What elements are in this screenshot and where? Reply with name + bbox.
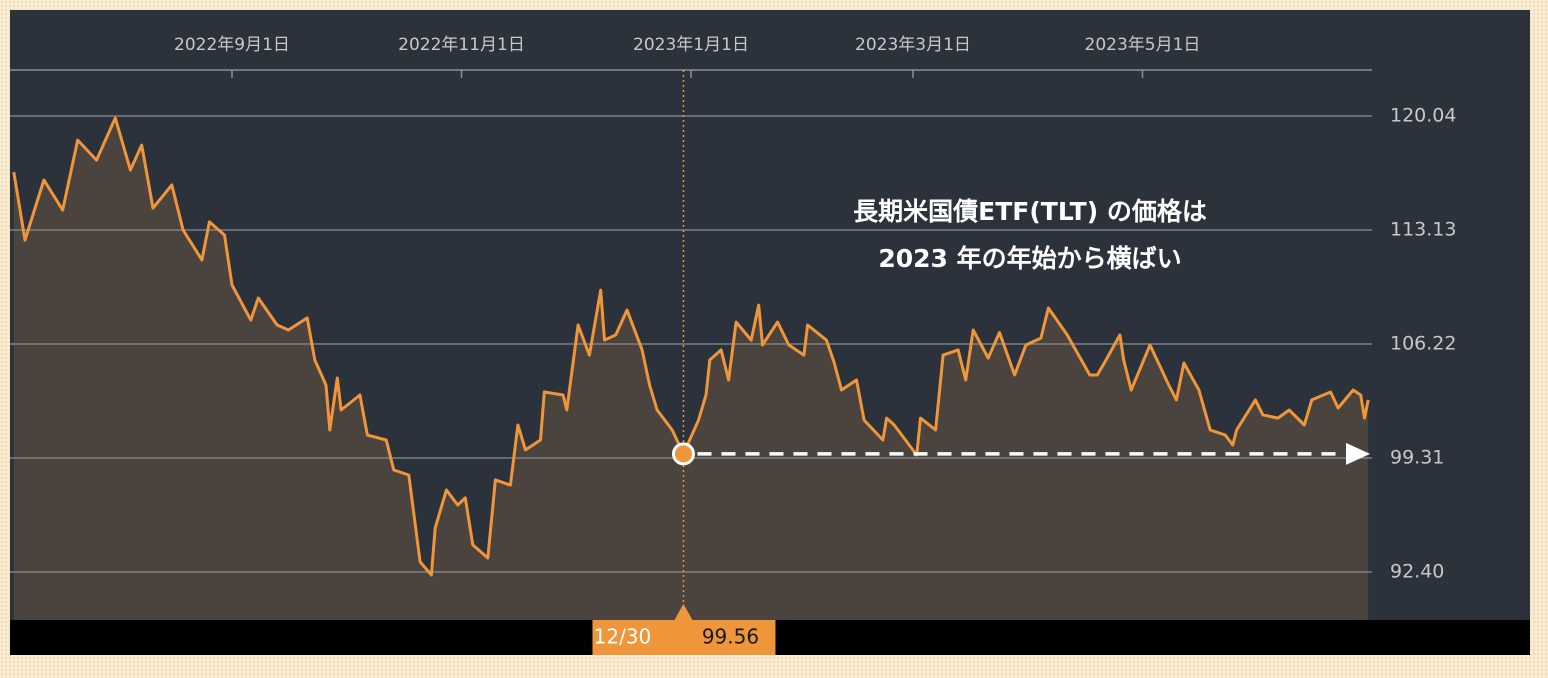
y-tick-label: 92.40 bbox=[1390, 560, 1444, 582]
highlight-point bbox=[671, 442, 695, 466]
x-tick-label: 2023年5月1日 bbox=[1085, 35, 1201, 55]
reference-arrow bbox=[1346, 442, 1370, 465]
y-tick-label: 99.31 bbox=[1390, 447, 1444, 469]
annotation: 長期米国債ETF(TLT) の価格は bbox=[853, 197, 1207, 226]
area bbox=[13, 118, 1369, 620]
x-tick-label: 2023年1月1日 bbox=[633, 35, 749, 55]
highlight-date: 12/30 bbox=[594, 625, 652, 649]
highlight-box bbox=[592, 620, 776, 655]
x-tick-label: 2022年11月1日 bbox=[398, 35, 525, 55]
x-tick-label: 2022年9月1日 bbox=[174, 35, 290, 55]
y-tick-label: 120.04 bbox=[1390, 105, 1456, 127]
y-tick-label: 106.22 bbox=[1390, 333, 1456, 355]
highlight-value: 99.56 bbox=[702, 625, 759, 649]
highlight-pointer bbox=[674, 604, 693, 620]
x-tick-label: 2023年3月1日 bbox=[855, 35, 971, 55]
annotation: 2023 年の年始から横ばい bbox=[878, 244, 1181, 273]
line bbox=[12, 116, 1370, 577]
y-tick-label: 113.13 bbox=[1390, 219, 1456, 241]
